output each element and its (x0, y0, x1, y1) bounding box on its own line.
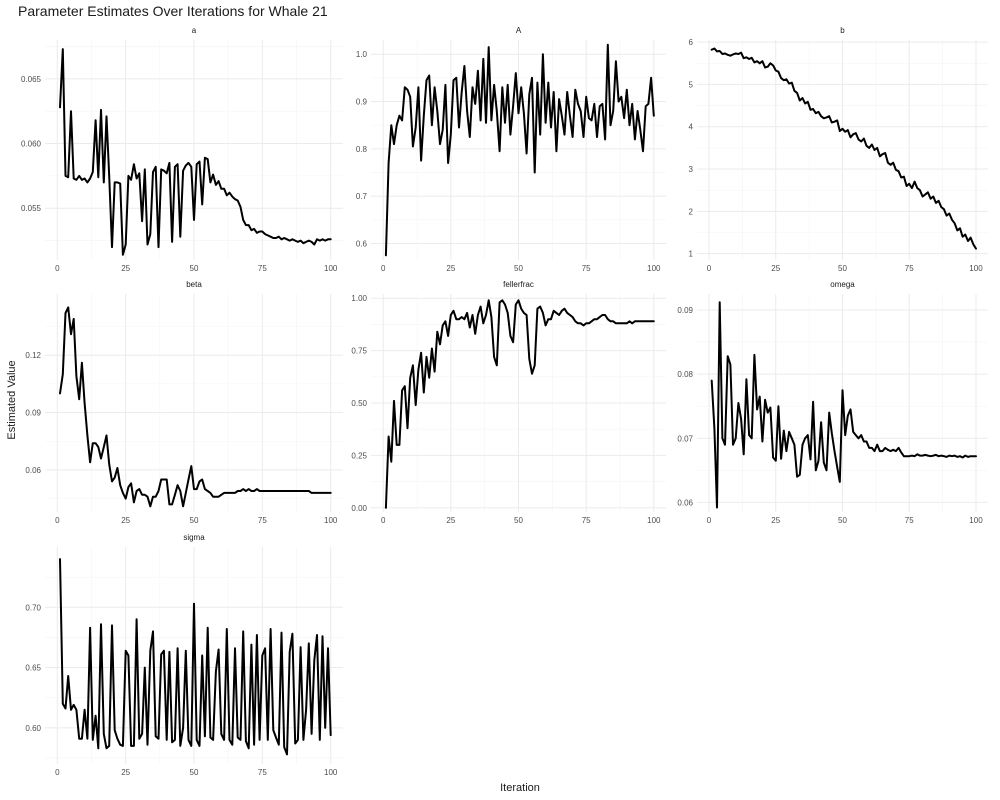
series-line-omega (710, 301, 977, 509)
y-tick-label: 2 (689, 207, 694, 216)
facet-strip-label: A (516, 26, 522, 35)
x-tick-label: 100 (969, 264, 983, 273)
x-tick-label: 50 (514, 516, 523, 525)
x-tick-label: 75 (905, 264, 914, 273)
x-tick-label: 50 (838, 264, 847, 273)
x-tick-label: 0 (381, 264, 386, 273)
series-line-a (59, 48, 332, 256)
x-tick-label: 25 (121, 264, 130, 273)
series-line-sigma (59, 558, 332, 756)
x-tick-label: 0 (55, 264, 60, 273)
x-tick-label: 0 (707, 264, 712, 273)
y-tick-label: 4 (689, 123, 694, 132)
x-tick-label: 100 (647, 516, 661, 525)
x-tick-label: 100 (324, 768, 338, 777)
y-tick-label: 1.0 (356, 50, 368, 59)
x-tick-label: 0 (55, 768, 60, 777)
x-tick-label: 0 (381, 516, 386, 525)
x-tick-label: 75 (582, 264, 591, 273)
y-tick-label: 3 (689, 165, 694, 174)
y-tick-label: 0.75 (351, 347, 367, 356)
facet-panel-fellerfrac: fellerfrac 0.00 0.25 0.50 0.75 1.00 0 25 50 75 100 (351, 280, 666, 525)
x-tick-label: 50 (514, 264, 523, 273)
y-tick-label: 0.7 (356, 192, 368, 201)
y-tick-label: 0.12 (25, 351, 41, 360)
y-tick-label: 0.09 (25, 409, 41, 418)
x-tick-label: 100 (324, 516, 338, 525)
x-tick-label: 25 (121, 516, 130, 525)
facet-panel-beta: beta 0.06 0.09 0.12 0 25 50 75 100 (25, 280, 343, 525)
x-tick-label: 0 (55, 516, 60, 525)
x-tick-label: 25 (446, 264, 455, 273)
y-tick-label: 6 (689, 38, 694, 47)
chart-title: Parameter Estimates Over Iterations for … (18, 3, 328, 19)
facet-strip-label: fellerfrac (503, 280, 534, 289)
x-tick-label: 50 (190, 768, 199, 777)
y-tick-label: 0.60 (25, 724, 41, 733)
facet-panel-b: b 1 2 3 4 5 6 0 25 50 75 100 (689, 26, 988, 273)
facet-strip-label: b (840, 26, 845, 35)
facet-strip-label: beta (186, 280, 202, 289)
x-axis-label: Iteration (500, 782, 540, 794)
y-tick-label: 0.060 (21, 140, 42, 149)
y-tick-label: 5 (689, 80, 694, 89)
y-tick-label: 0.70 (25, 603, 41, 612)
x-tick-label: 75 (258, 516, 267, 525)
x-tick-label: 50 (190, 516, 199, 525)
facet-panel-sigma: sigma 0.60 0.65 0.70 0 25 50 75 100 (25, 533, 343, 777)
x-tick-label: 100 (647, 264, 661, 273)
y-tick-label: 0.06 (677, 498, 693, 507)
x-tick-label: 100 (324, 264, 338, 273)
x-tick-label: 25 (121, 768, 130, 777)
x-tick-label: 25 (446, 516, 455, 525)
y-tick-label: 0.00 (351, 504, 367, 513)
y-tick-label: 0.6 (356, 239, 368, 248)
series-line-b (710, 47, 977, 250)
facet-strip-label: a (192, 26, 197, 35)
x-tick-label: 25 (771, 264, 780, 273)
series-line-fellerfrac (384, 299, 655, 509)
x-tick-label: 50 (190, 264, 199, 273)
y-tick-label: 0.06 (25, 466, 41, 475)
x-tick-label: 0 (707, 516, 712, 525)
y-tick-label: 0.25 (351, 451, 367, 460)
x-tick-label: 75 (258, 768, 267, 777)
facet-panel-a: a 0.055 0.060 0.065 0 25 50 75 100 (21, 26, 343, 273)
y-tick-label: 0.9 (356, 98, 368, 107)
x-tick-label: 75 (582, 516, 591, 525)
facet-panel-A: A 0.6 0.7 0.8 0.9 1.0 0 25 50 75 100 (356, 26, 666, 273)
x-tick-label: 75 (258, 264, 267, 273)
series-line-A (384, 43, 655, 257)
x-tick-label: 50 (838, 516, 847, 525)
y-tick-label: 0.09 (677, 306, 693, 315)
y-tick-label: 1 (689, 250, 694, 259)
facet-strip-label: omega (830, 280, 855, 289)
y-tick-label: 0.50 (351, 399, 367, 408)
y-tick-label: 1.00 (351, 294, 367, 303)
y-tick-label: 0.8 (356, 145, 368, 154)
x-tick-label: 75 (905, 516, 914, 525)
facet-strip-label: sigma (183, 533, 205, 542)
x-tick-label: 25 (771, 516, 780, 525)
y-tick-label: 0.65 (25, 664, 41, 673)
y-tick-label: 0.08 (677, 370, 693, 379)
y-tick-label: 0.065 (21, 75, 42, 84)
y-tick-label: 0.07 (677, 434, 693, 443)
series-line-beta (59, 306, 332, 508)
y-tick-label: 0.055 (21, 204, 42, 213)
x-tick-label: 100 (969, 516, 983, 525)
facet-panel-omega: omega 0.06 0.07 0.08 0.09 0 25 50 75 100 (677, 280, 988, 525)
